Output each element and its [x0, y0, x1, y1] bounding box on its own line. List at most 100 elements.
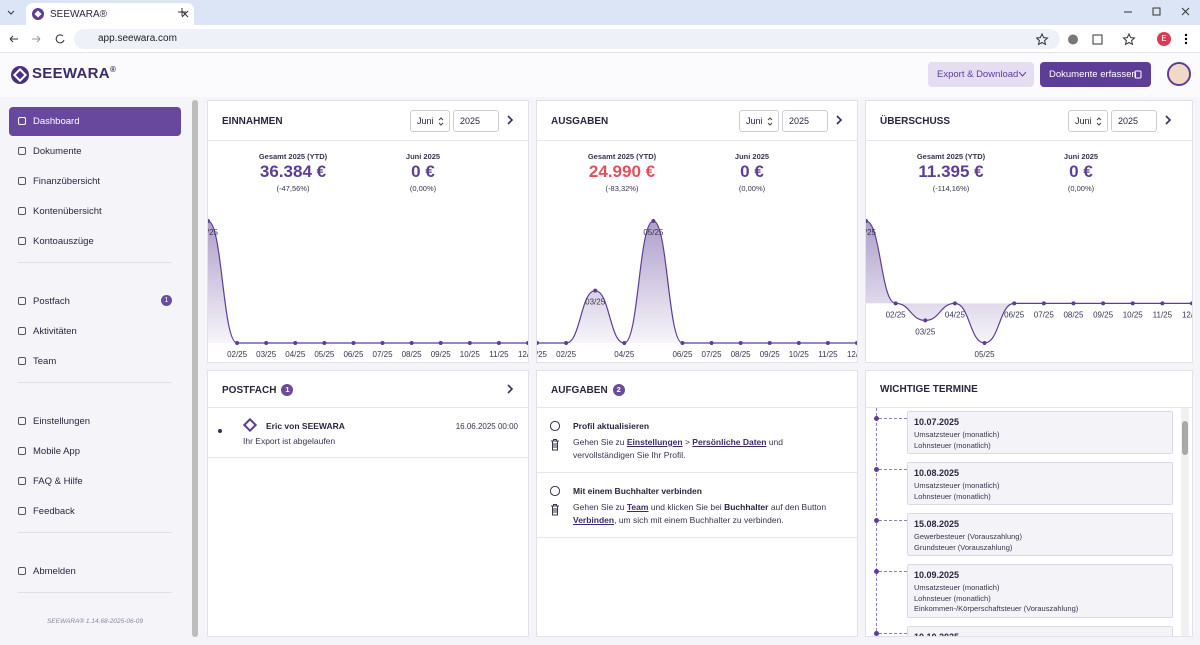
point — [767, 341, 772, 345]
point — [738, 341, 743, 345]
area — [866, 221, 1192, 343]
card-title: ÜBERSCHUSS — [880, 116, 951, 127]
card-title: AUFGABEN 2 — [551, 384, 625, 396]
nav-item[interactable]: Aktivitäten — [9, 317, 181, 346]
nav-item[interactable]: Postfach 1 — [9, 287, 181, 316]
stat-value: 0 € — [740, 162, 764, 181]
nav-item[interactable]: Einstellungen — [9, 407, 181, 436]
next-arrow[interactable] — [835, 115, 843, 125]
aufgaben-card: AUFGABEN 2 Profil aktualisieren Gehen Sie z… — [536, 370, 858, 637]
icon-shape — [18, 357, 26, 365]
stat-value: 0 € — [1069, 162, 1093, 181]
url-bar[interactable]: app.seewara.com — [74, 29, 1060, 49]
year-select[interactable]: 2025 — [782, 110, 828, 132]
line-chart: 01/25 02/25 03/25 04/25 05/25 06/25 07/25 08/25… — [537, 219, 857, 359]
point — [709, 341, 714, 345]
stat-label: Gesamt 2025 (YTD) — [258, 152, 328, 161]
x-label: 06/25 — [343, 350, 364, 359]
browser-tab[interactable]: SEEWARA® — [26, 3, 194, 25]
browser-profile[interactable]: E — [1157, 32, 1171, 46]
address-row: app.seewara.com E — [0, 25, 1200, 53]
month-select[interactable]: Juni — [1068, 110, 1108, 132]
point — [593, 288, 598, 293]
sidebar-scrollbar[interactable] — [192, 100, 198, 637]
timeline-dot — [874, 569, 879, 574]
nav-icon — [18, 237, 26, 245]
nav-buttons[interactable] — [8, 33, 68, 45]
termin: 10.10.2025 — [907, 625, 1173, 636]
point — [622, 341, 627, 345]
chevron — [836, 115, 843, 125]
nav-icon — [18, 147, 26, 155]
nav-item[interactable]: Dokumente — [9, 137, 181, 166]
capture-button[interactable]: Dokumente erfassen — [1040, 62, 1151, 87]
divider — [18, 382, 172, 383]
nav-item[interactable]: Kontenübersicht — [9, 197, 181, 226]
nav-item[interactable]: Dashboard — [9, 107, 181, 136]
point — [293, 341, 298, 345]
stat-value: 0 € — [411, 162, 435, 181]
favicon — [32, 8, 44, 20]
card-title: POSTFACH 1 — [222, 384, 294, 396]
export-button[interactable]: Export & Download — [928, 62, 1034, 87]
chevron — [1019, 72, 1026, 77]
date: 16.06.2025 00:00 — [455, 422, 518, 431]
nav-label: Einstellungen — [33, 416, 91, 427]
profile-initial: E — [1161, 34, 1167, 43]
next-arrow[interactable] — [506, 384, 514, 394]
card-header: WICHTIGE TERMINE — [866, 371, 1192, 408]
text: Gehen Sie zu — [573, 437, 627, 447]
x-label: 11/25 — [818, 350, 838, 359]
logo-name: SEEWARA — [32, 65, 110, 82]
chevron — [1165, 115, 1172, 125]
next-arrow[interactable] — [1164, 115, 1172, 125]
next-arrow[interactable] — [506, 115, 514, 125]
x-label: 05/25 — [975, 350, 996, 359]
nav-item[interactable]: Abmelden — [9, 557, 181, 586]
year-select[interactable]: 2025 — [453, 110, 499, 132]
new-tab[interactable] — [177, 7, 187, 17]
link[interactable]: Team — [626, 502, 649, 512]
stat-label: Juni 2025 — [1063, 152, 1099, 161]
link[interactable]: Persönliche Daten — [692, 437, 767, 447]
nav-label: Mobile App — [33, 446, 81, 457]
card-header: POSTFACH 1 — [208, 371, 528, 408]
link[interactable]: Einstellungen — [626, 437, 683, 447]
x-label: 08/25 — [1063, 310, 1084, 319]
termin-line: Lohnsteuer (monatlich) — [914, 491, 991, 501]
stat-change: (0,00%) — [1067, 184, 1095, 193]
checkbox — [549, 485, 561, 497]
browser-menu[interactable] — [1184, 33, 1188, 45]
point — [1012, 301, 1017, 306]
nav-icon — [18, 357, 26, 365]
tab-title: SEEWARA® — [50, 9, 108, 20]
browser-toolbar-icons[interactable] — [1036, 33, 1166, 46]
termin: 10.08.2025 Umsatzsteuer (monatlich) Lohnst… — [907, 462, 1173, 505]
month-select[interactable]: Juni — [410, 110, 450, 132]
summary-card: ÜBERSCHUSS Juni 2025 Gesamt 2025 (YTD) 11.39… — [865, 100, 1193, 363]
nav-item[interactable]: Kontoauszüge — [9, 227, 181, 256]
icon-shape — [18, 447, 26, 455]
app-header: SEEWARA® Export & Download Dokumente erf… — [0, 53, 1200, 97]
nav-item[interactable]: Finanzübersicht — [9, 167, 181, 196]
card-title: AUSGABEN — [551, 116, 609, 127]
sender-icon — [243, 418, 257, 432]
nav-item[interactable]: Mobile App — [9, 437, 181, 466]
link[interactable]: Verbinden — [573, 514, 615, 525]
window-controls[interactable] — [1120, 6, 1194, 18]
user-avatar[interactable] — [1167, 62, 1191, 86]
card-header: AUFGABEN 2 — [537, 371, 857, 408]
month-select[interactable]: Juni — [739, 110, 779, 132]
year-select[interactable]: 2025 — [1111, 110, 1157, 132]
checkbox — [549, 420, 561, 432]
tab-menu-icon[interactable] — [6, 7, 16, 17]
termin: 15.08.2025 Gewerbesteuer (Vorauszahlung) G… — [907, 513, 1173, 556]
nav-label: Dokumente — [33, 146, 82, 157]
nav-item[interactable]: Feedback — [9, 497, 181, 526]
nav-item[interactable]: FAQ & Hilfe — [9, 467, 181, 496]
scroll-thumb[interactable] — [1182, 421, 1188, 455]
nav-item[interactable]: Team — [9, 347, 181, 376]
nav-icon — [18, 117, 26, 125]
point — [264, 341, 269, 345]
message[interactable]: Eric von SEEWARA 16.06.2025 00:00 Ihr Expo… — [208, 408, 528, 458]
